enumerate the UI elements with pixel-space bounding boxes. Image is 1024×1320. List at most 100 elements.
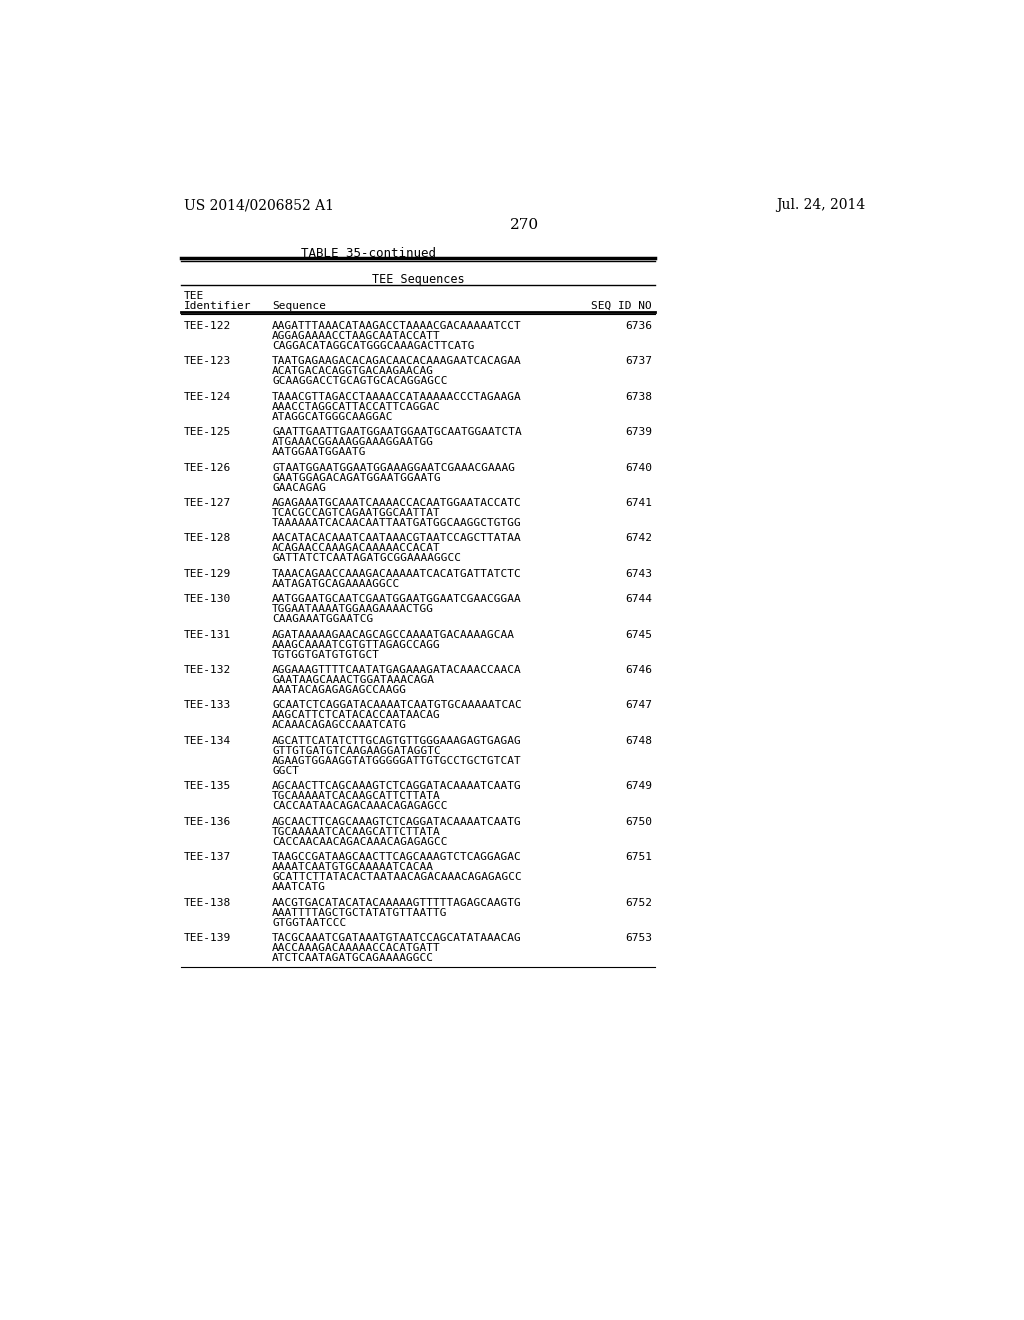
Text: AACCАAAGАCAAAAACCACATGATT: AACCАAAGАCAAAAACCACATGATT [272,942,441,953]
Text: TEE-126: TEE-126 [183,462,231,473]
Text: 6744: 6744 [625,594,652,605]
Text: TEE-132: TEE-132 [183,665,231,675]
Text: 6746: 6746 [625,665,652,675]
Text: AAACCTAGGCATTACCATTCAGGAC: AAACCTAGGCATTACCATTCAGGAC [272,401,441,412]
Text: 6738: 6738 [625,392,652,401]
Text: TAATGAGAAGACACAGACAACACAAAGAATCACAGAA: TAATGAGAAGACACAGACAACACAAAGAATCACAGAA [272,356,522,366]
Text: 6745: 6745 [625,630,652,640]
Text: GAACAGAG: GAACAGAG [272,483,327,492]
Text: ATCTCAATAGATGCAGAAAAGGCC: ATCTCAATAGATGCAGAAAAGGCC [272,953,434,964]
Text: AGAGAAATGCAAATCAAAACCACAATGGAATACCATC: AGAGAAATGCAAATCAAAACCACAATGGAATACCATC [272,498,522,508]
Text: TEE-122: TEE-122 [183,321,231,331]
Text: TGCAAAAATCACAAGCATTCTTATA: TGCAAAAATCACAAGCATTCTTATA [272,826,441,837]
Text: TEE-137: TEE-137 [183,853,231,862]
Text: ATGAAACGGAAAGGAAAGGAATGG: ATGAAACGGAAAGGAAAGGAATGG [272,437,434,447]
Text: ACATGACACАGGTGACAAGAACAG: ACATGACACАGGTGACAAGAACAG [272,367,434,376]
Text: 6740: 6740 [625,462,652,473]
Text: 6743: 6743 [625,569,652,578]
Text: AGCAACTTCAGCAAAGTCTCAGGATACAAAATCAATG: AGCAACTTCAGCAAAGTCTCAGGATACAAAATCAATG [272,817,522,826]
Text: AACATACACAAATCAATAAACGTAATCCAGCTTATAA: AACATACACAAATCAATAAACGTAATCCAGCTTATAA [272,533,522,544]
Text: GCATTCTTATACАCТAATAACAGACAAACAGAGAGCC: GCATTCTTATACАCТAATAACAGACAAACAGAGAGCC [272,873,522,882]
Text: GGCT: GGCT [272,766,299,776]
Text: CACCAATAACAGACAAACAGAGAGCC: CACCAATAACAGACAAACAGAGAGCC [272,801,447,812]
Text: TEE Sequences: TEE Sequences [372,273,464,286]
Text: TACGCAAATCGATAAATGTAATCCAGCATATAAACAG: TACGCAAATCGATAAATGTAATCCAGCATATAAACAG [272,933,522,942]
Text: AGGAAAGTTTTCAATATGAGAAAGATACAAACCAACA: AGGAAAGTTTTCAATATGAGAAAGATACAAACCAACA [272,665,522,675]
Text: TCACGCCAGTCAGAATGGCAATTAT: TCACGCCAGTCAGAATGGCAATTAT [272,508,441,517]
Text: AGCAACTTCAGCAAAGTCTCAGGATACAAAATCAATG: AGCAACTTCAGCAAAGTCTCAGGATACAAAATCAATG [272,781,522,791]
Text: AGCATTCATATCTTGCAGTGTTGGGAAAGAGTGAGAG: AGCATTCATATCTTGCAGTGTTGGGAAAGAGTGAGAG [272,737,522,746]
Text: 6742: 6742 [625,533,652,544]
Text: GAATTGAATTGAATGGAATGGAATGCAATGGAATCTA: GAATTGAATTGAATGGAATGGAATGCAATGGAATCTA [272,428,522,437]
Text: CAGGACATAGGCATGGGCAAAGACTTCATG: CAGGACATAGGCATGGGCAAAGACTTCATG [272,341,475,351]
Text: GCAATCTCAGGATACAAAATCAATGTGCAAAAATCAC: GCAATCTCAGGATACAAAATCAATGTGCAAAAATCAC [272,701,522,710]
Text: TEE: TEE [183,290,204,301]
Text: ATAGGCATGGGCAAGGAC: ATAGGCATGGGCAAGGAC [272,412,393,421]
Text: TEE-135: TEE-135 [183,781,231,791]
Text: CACCAACAACAGАCАAACAGAGAGCC: CACCAACAACAGАCАAACAGAGAGCC [272,837,447,846]
Text: AACGTGACATACATACAAAAAGTTTTTAGAGCAAGTG: AACGTGACATACATACAAAAAGTTTTTAGAGCAAGTG [272,898,522,908]
Text: TEE-136: TEE-136 [183,817,231,826]
Text: ACAGAACCАAAGАCAAAAACCACAT: ACAGAACCАAAGАCAAAAACCACAT [272,544,441,553]
Text: AGAAGTGGAAGGTATGGGGGATTGTGCCTGCTGTCAT: AGAAGTGGAAGGTATGGGGGATTGTGCCTGCTGTCAT [272,756,522,766]
Text: GTAATGGAATGGAATGGAAAGGAATCGAAACGAAAG: GTAATGGAATGGAATGGAAAGGAATCGAAACGAAAG [272,462,515,473]
Text: TEE-133: TEE-133 [183,701,231,710]
Text: 6751: 6751 [625,853,652,862]
Text: GAATGGAGACAGATGGAATGGAATG: GAATGGAGACAGATGGAATGGAATG [272,473,441,483]
Text: TAAACGTTAGACCTAAAACCATAAAAACCCTAGAAGA: TAAACGTTAGACCTAAAACCATAAAAACCCTAGAAGA [272,392,522,401]
Text: AAAATCAATGTGCAAAAATCACAA: AAAATCAATGTGCAAAAATCACAA [272,862,434,873]
Text: AGATAAAAAGAACAGCAGCCAAAATGACAAAAGCAA: AGATAAAAAGAACAGCAGCCAAAATGACAAAAGCAA [272,630,515,640]
Text: GATTATCTCAATAGATGCGGAAAAGGCC: GATTATCTCAATAGATGCGGAAAAGGCC [272,553,461,564]
Text: AATGGAATGGAATG: AATGGAATGGAATG [272,447,367,457]
Text: AAATTTTAGCTGCTATATGTTAATTG: AAATTTTAGCTGCTATATGTTAATTG [272,908,447,917]
Text: 6748: 6748 [625,737,652,746]
Text: AAGCATTCTCATACACCAATAACAG: AAGCATTCTCATACACCAATAACAG [272,710,441,721]
Text: TEE-129: TEE-129 [183,569,231,578]
Text: 6750: 6750 [625,817,652,826]
Text: AGGAGAAAACCTAAGCAATACCATT: AGGAGAAAACCTAAGCAATACCATT [272,331,441,341]
Text: TGTGGTGATGTGTGCT: TGTGGTGATGTGTGCT [272,649,380,660]
Text: GCAAGGACCTGCAGTGCACAGGAGCC: GCAAGGACCTGCAGTGCACAGGAGCC [272,376,447,387]
Text: TEE-123: TEE-123 [183,356,231,366]
Text: 270: 270 [510,218,540,232]
Text: TEE-125: TEE-125 [183,428,231,437]
Text: AATGGAATGCAATCGAATGGAATGGAATCGAACGGAA: AATGGAATGCAATCGAATGGAATGGAATCGAACGGAA [272,594,522,605]
Text: 6741: 6741 [625,498,652,508]
Text: GTTGTGATGTCAAGAAGGATАGGTC: GTTGTGATGTCAAGAAGGATАGGTC [272,746,441,756]
Text: TEE-130: TEE-130 [183,594,231,605]
Text: US 2014/0206852 A1: US 2014/0206852 A1 [183,198,334,213]
Text: 6737: 6737 [625,356,652,366]
Text: TAAGCCGATAAGCAACTTCAGCAAAGTCTCAGGAGAC: TAAGCCGATAAGCAACTTCAGCAAAGTCTCAGGAGAC [272,853,522,862]
Text: 6749: 6749 [625,781,652,791]
Text: TEE-139: TEE-139 [183,933,231,942]
Text: TEE-127: TEE-127 [183,498,231,508]
Text: 6747: 6747 [625,701,652,710]
Text: TEE-128: TEE-128 [183,533,231,544]
Text: Sequence: Sequence [272,301,327,310]
Text: 6739: 6739 [625,428,652,437]
Text: SEQ ID NO: SEQ ID NO [591,301,652,310]
Text: 6736: 6736 [625,321,652,331]
Text: TAAACAGAACCAAAGACAAAAATCACATGATTATCTC: TAAACAGAACCAAAGACAAAAATCACATGATTATCTC [272,569,522,578]
Text: TEE-124: TEE-124 [183,392,231,401]
Text: AAGATTTAAACATAAGACCTAAAACGACAAAAATCCT: AAGATTTAAACATAAGACCTAAAACGACAAAAATCCT [272,321,522,331]
Text: GTGGTAATCCC: GTGGTAATCCC [272,917,346,928]
Text: AAATACAGAGAGAGCCAAGG: AAATACAGAGAGAGCCAAGG [272,685,408,696]
Text: TEE-134: TEE-134 [183,737,231,746]
Text: AAATCATG: AAATCATG [272,882,327,892]
Text: TAAAAAATCACAACAAТТAATGATGGCAAGGCTGTGG: TAAAAAATCACAACAAТТAATGATGGCAAGGCTGTGG [272,517,522,528]
Text: TABLE 35-continued: TABLE 35-continued [301,247,436,260]
Text: TEE-138: TEE-138 [183,898,231,908]
Text: TGGAATAAAATGGAAGAAAACTGG: TGGAATAAAATGGAAGAAAACTGG [272,605,434,614]
Text: TEE-131: TEE-131 [183,630,231,640]
Text: TGCAAAAATCACAAGCATTCTTATA: TGCAAAAATCACAAGCATTCTTATA [272,792,441,801]
Text: 6752: 6752 [625,898,652,908]
Text: Jul. 24, 2014: Jul. 24, 2014 [776,198,866,213]
Text: AAAGCAAAATCGTGТТAGAGCCAGG: AAAGCAAAATCGTGТТAGAGCCAGG [272,640,441,649]
Text: CAAGAAATGGAATCG: CAAGAAATGGAATCG [272,614,374,624]
Text: GAATAAGCAAACTGGATAAACAGA: GAATAAGCAAACTGGATAAACAGA [272,675,434,685]
Text: ACAAACАGAGCCAAATCATG: ACAAACАGAGCCAAATCATG [272,721,408,730]
Text: 6753: 6753 [625,933,652,942]
Text: Identifier: Identifier [183,301,251,310]
Text: AATAGATGCAGAAAAGGCC: AATAGATGCAGAAAAGGCC [272,579,400,589]
